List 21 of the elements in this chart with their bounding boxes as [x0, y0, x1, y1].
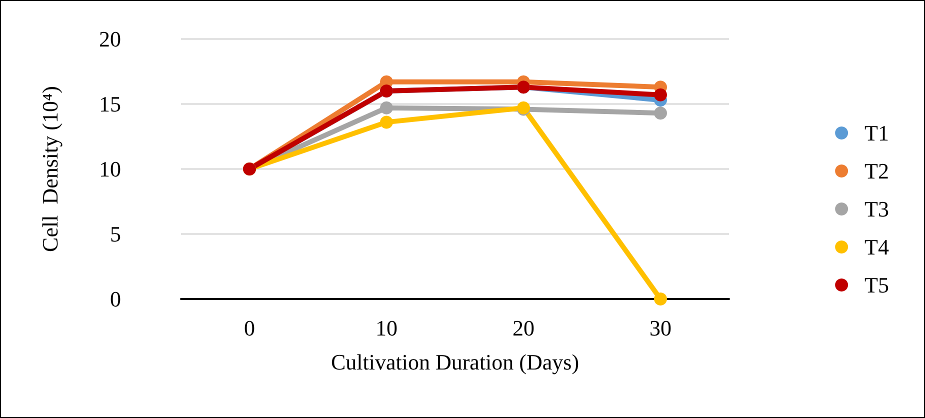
point [380, 101, 393, 114]
legend-label: T5 [864, 272, 890, 298]
y-axis-title: Cell Density (10⁴) [38, 86, 62, 252]
y-tick-label: 5 [110, 222, 121, 246]
legend-label: T1 [864, 120, 890, 146]
y-tick-label: 0 [110, 286, 121, 312]
y-tick-label: 10 [99, 156, 121, 182]
point [654, 106, 667, 120]
legend-label: T4 [864, 234, 890, 260]
x-tick-label: 30 [650, 316, 672, 340]
x-tick-label: 0 [244, 316, 255, 340]
x-axis-title: Cultivation Duration (Days) [330, 350, 580, 374]
legend-label: T2 [864, 158, 890, 184]
x-tick-label: 20 [512, 316, 534, 340]
y-tick-label: 20 [99, 26, 121, 52]
point [654, 88, 667, 102]
y-tick-label: 15 [99, 92, 121, 116]
x-tick-label: 10 [376, 316, 398, 340]
point [654, 292, 667, 306]
point [380, 116, 393, 129]
legend-label: T3 [864, 196, 890, 222]
